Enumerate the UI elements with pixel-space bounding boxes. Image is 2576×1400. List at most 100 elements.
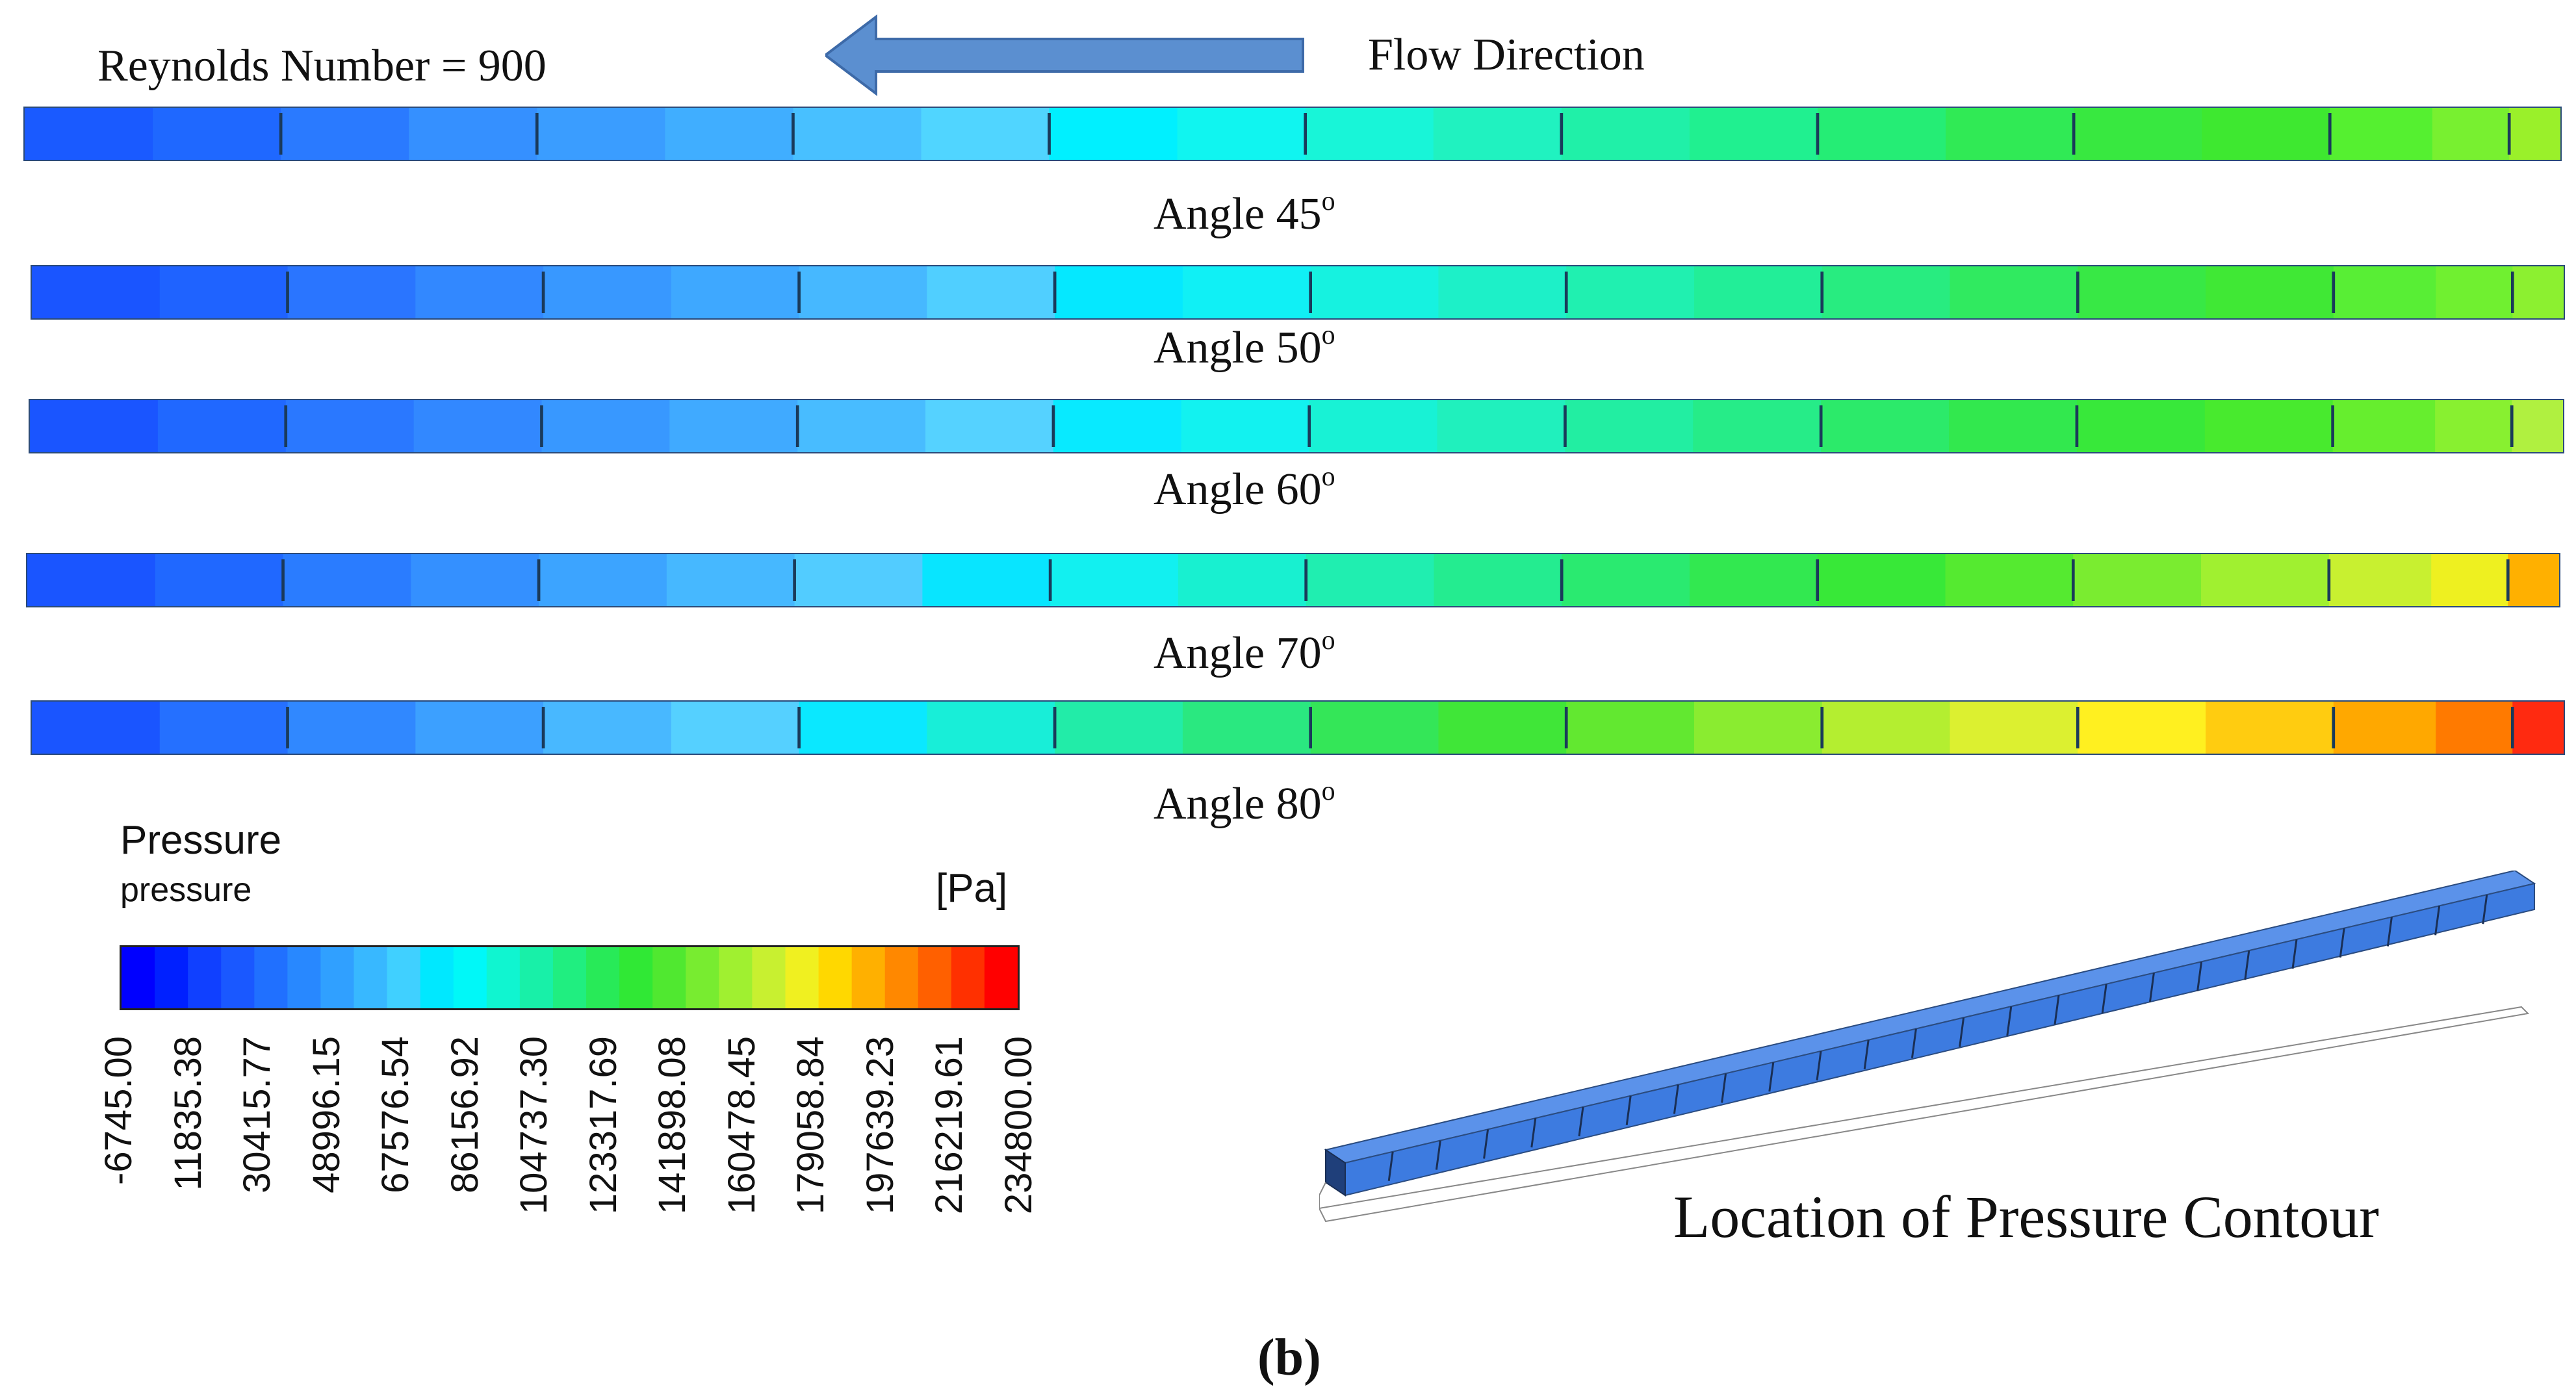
contour-segment [1822,702,1951,754]
legend-swatch [851,947,886,1008]
legend-swatch [519,947,554,1008]
angle-label: Angle 80o [1153,776,1335,830]
pressure-contour-strip [23,107,2562,161]
contour-segment [281,108,411,160]
duct-baffle [1863,1039,1870,1069]
contour-segment [1950,702,2080,754]
duct-baffle [1530,1118,1537,1148]
degree-mark: o [1321,320,1335,350]
contour-segment [543,702,673,754]
legend-tick-label: 30415.77 [236,1036,279,1193]
contour-segment [1565,400,1695,452]
figure-caption: (b) [1257,1329,1321,1386]
legend-tick-label: 86156.92 [443,1036,486,1193]
contour-segment [153,108,283,160]
legend-swatch [818,947,853,1008]
contour-segment [543,266,673,318]
contour-segment [1049,108,1179,160]
duct-baffle [1721,1073,1727,1103]
contour-segment [665,108,795,160]
contour-segment [2512,266,2564,318]
legend-swatch [354,947,388,1008]
legend-swatch [652,947,686,1008]
contour-segment [2333,702,2438,754]
contour-segment [1945,554,2075,606]
contour-segment [287,702,417,754]
legend-unit: [Pa] [936,866,1008,911]
duct-baffle [2291,939,2298,969]
legend-swatch [951,947,985,1008]
duct-baffle [2244,950,2250,980]
legend-tick-label: 141898.08 [651,1036,694,1215]
degree-mark: o [1321,626,1335,655]
contour-segment [2204,400,2334,452]
contour-segment [1434,554,1564,606]
legend-swatch [719,947,753,1008]
contour-segment [415,702,545,754]
contour-segment [2073,554,2203,606]
legend-swatch [420,947,454,1008]
contour-segment [1438,702,1568,754]
contour-segment [1182,266,1313,318]
contour-segment [2076,400,2207,452]
contour-segment [159,702,289,754]
contour-segment [409,108,539,160]
pressure-contour-strip [29,399,2564,453]
legend-color-scale [120,945,1020,1010]
contour-segment [2431,554,2510,606]
contour-segment [1433,108,1564,160]
contour-segment [1562,554,1692,606]
duct-baffle [2006,1006,2013,1036]
angle-label: Angle 45o [1153,186,1335,240]
pressure-contour-strip [31,700,2565,755]
legend-tick-label: 216219.61 [928,1036,971,1215]
contour-segment [669,400,799,452]
duct-location-diagram [1318,869,2541,1238]
contour-segment [2201,554,2331,606]
contour-segment [27,554,157,606]
angle-label-text: Angle 80 [1153,779,1322,829]
legend-swatch [254,947,289,1008]
contour-segment [921,108,1051,160]
contour-segment [2508,554,2559,606]
duct-baffle [1387,1151,1394,1181]
legend-swatch [387,947,421,1008]
contour-segment [1566,266,1696,318]
contour-segment [925,400,1055,452]
contour-segment [1817,554,1947,606]
contour-segment [797,400,927,452]
contour-segment [793,108,923,160]
contour-segment [2333,266,2438,318]
contour-segment [1053,400,1183,452]
duct-baffle [1578,1106,1584,1137]
angle-label: Angle 70o [1153,626,1335,680]
contour-segment [1178,554,1308,606]
contour-segment [2509,108,2560,160]
duct-baffle [2482,895,2488,924]
contour-segment [25,108,155,160]
legend-swatch [188,947,222,1008]
contour-segment [159,266,289,318]
contour-segment [415,266,545,318]
legend-tick-label: 197639.23 [858,1036,901,1215]
angle-label-text: Angle 70 [1153,628,1322,678]
contour-segment [927,266,1057,318]
legend-tick-label: 123317.69 [582,1036,625,1215]
contour-segment [2330,108,2434,160]
contour-segment [922,554,1052,606]
contour-segment [2436,266,2514,318]
legend-swatch [486,947,521,1008]
contour-segment [799,702,929,754]
contour-segment [2332,400,2437,452]
contour-segment [537,108,667,160]
contour-segment [1055,702,1185,754]
contour-segment [1946,108,2076,160]
contour-segment [1437,400,1567,452]
contour-segment [1689,108,1820,160]
contour-segment [285,400,415,452]
contour-segment [155,554,285,606]
contour-segment [2435,400,2514,452]
legend-tick-label: 11835.38 [166,1036,209,1191]
duct-outline [1318,1006,2530,1223]
duct-front-face [1345,882,2535,1197]
